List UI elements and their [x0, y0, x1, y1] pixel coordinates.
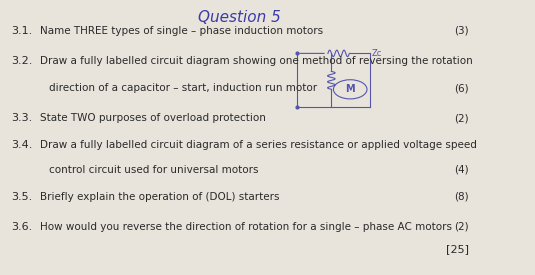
Text: (6): (6) — [454, 83, 469, 93]
Text: Draw a fully labelled circuit diagram showing one method of reversing the rotati: Draw a fully labelled circuit diagram sh… — [40, 56, 472, 66]
Text: (4): (4) — [454, 165, 469, 175]
Text: Zc: Zc — [372, 49, 382, 58]
Text: 3.2.: 3.2. — [11, 56, 32, 66]
Text: Briefly explain the operation of (DOL) starters: Briefly explain the operation of (DOL) s… — [40, 192, 279, 202]
Text: How would you reverse the direction of rotation for a single – phase AC motors: How would you reverse the direction of r… — [40, 222, 452, 232]
Text: [25]: [25] — [446, 244, 469, 255]
Text: 3.1.: 3.1. — [11, 26, 32, 36]
Text: State TWO purposes of overload protection: State TWO purposes of overload protectio… — [40, 113, 265, 123]
Text: Name THREE types of single – phase induction motors: Name THREE types of single – phase induc… — [40, 26, 323, 36]
Text: control circuit used for universal motors: control circuit used for universal motor… — [49, 165, 258, 175]
Text: (8): (8) — [454, 192, 469, 202]
Text: 3.4.: 3.4. — [11, 140, 32, 150]
Text: M: M — [346, 84, 355, 94]
Text: 3.6.: 3.6. — [11, 222, 32, 232]
Text: Draw a fully labelled circuit diagram of a series resistance or applied voltage : Draw a fully labelled circuit diagram of… — [40, 140, 476, 150]
Text: 3.3.: 3.3. — [11, 113, 32, 123]
Text: Question 5: Question 5 — [198, 10, 281, 24]
Text: 3.5.: 3.5. — [11, 192, 32, 202]
Text: (2): (2) — [454, 113, 469, 123]
Text: (3): (3) — [454, 26, 469, 36]
Text: direction of a capacitor – start, induction run motor: direction of a capacitor – start, induct… — [49, 83, 317, 93]
Text: (2): (2) — [454, 222, 469, 232]
